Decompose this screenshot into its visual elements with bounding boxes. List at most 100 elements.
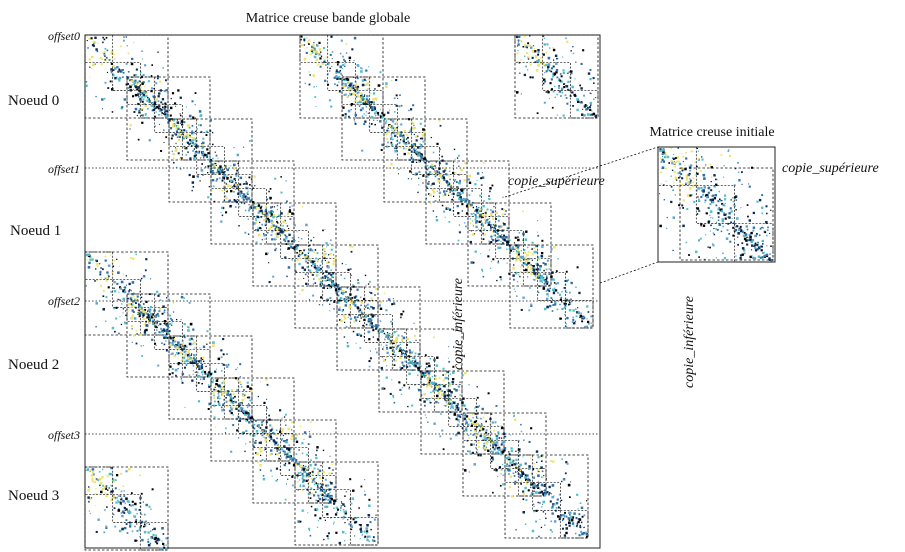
nonzero-dot (158, 324, 160, 326)
nonzero-dot (275, 434, 277, 436)
nonzero-dot (561, 290, 563, 293)
nonzero-dot (524, 238, 528, 241)
nonzero-dot (202, 137, 205, 140)
nonzero-dot (319, 269, 321, 271)
nonzero-dot (520, 266, 522, 268)
nonzero-dot (358, 311, 360, 313)
nonzero-dot (426, 164, 429, 167)
nonzero-dot (563, 534, 566, 537)
nonzero-dot (457, 407, 460, 409)
nonzero-dot (585, 533, 588, 536)
nonzero-dot (252, 223, 255, 225)
nonzero-dot (527, 69, 529, 71)
nonzero-dot (537, 53, 540, 56)
nonzero-dot (352, 330, 355, 333)
nonzero-dot (365, 111, 367, 113)
nonzero-dot (286, 453, 288, 455)
nonzero-dot (349, 83, 352, 86)
nonzero-dot (380, 115, 382, 117)
nonzero-dot (151, 109, 154, 112)
nonzero-dot (298, 293, 301, 295)
nonzero-dot (525, 65, 527, 68)
nonzero-dot (338, 81, 340, 83)
nonzero-dot (253, 455, 255, 457)
nonzero-dot (349, 85, 352, 88)
nonzero-dot (449, 183, 452, 186)
nonzero-dot (522, 492, 525, 495)
nonzero-dot (446, 388, 449, 391)
nonzero-dot (194, 152, 196, 154)
nonzero-dot (395, 104, 398, 107)
nonzero-dot (324, 277, 326, 279)
nonzero-dot (495, 239, 498, 242)
nonzero-dot (538, 285, 541, 288)
nonzero-dot (274, 249, 277, 252)
nonzero-dot (297, 489, 299, 491)
nonzero-dot (442, 374, 444, 376)
nonzero-dot (298, 241, 300, 242)
nonzero-dot (469, 419, 471, 421)
nonzero-dot (293, 460, 295, 462)
nonzero-dot (132, 300, 135, 303)
nonzero-dot (96, 262, 99, 266)
nonzero-dot (435, 161, 437, 163)
nonzero-dot (539, 518, 541, 520)
nonzero-dot (461, 210, 463, 212)
block-outline (336, 286, 421, 371)
nonzero-dot (235, 368, 237, 371)
nonzero-dot (452, 171, 455, 175)
nonzero-dot (366, 303, 369, 306)
nonzero-dot (540, 466, 543, 469)
nonzero-dot (141, 121, 144, 124)
nonzero-dot (507, 469, 511, 472)
nonzero-dot (209, 160, 212, 163)
nonzero-dot (333, 254, 335, 256)
nonzero-dot (541, 276, 544, 279)
nonzero-dot (235, 185, 238, 188)
nonzero-dot (174, 368, 178, 372)
nonzero-dot (571, 300, 573, 303)
nonzero-dot (539, 60, 542, 62)
nonzero-dot (239, 183, 242, 186)
nonzero-dot (183, 360, 186, 363)
nonzero-dot (106, 271, 109, 274)
nonzero-dot (140, 96, 143, 99)
nonzero-dot (258, 203, 260, 205)
nonzero-dot (153, 100, 156, 103)
nonzero-dot (473, 233, 476, 235)
nonzero-dot (116, 258, 118, 260)
nonzero-dot (348, 84, 350, 86)
nonzero-dot (570, 72, 573, 75)
nonzero-dot (150, 314, 153, 317)
nonzero-dot (110, 71, 113, 73)
nonzero-dot (131, 57, 134, 61)
nonzero-dot (326, 274, 328, 276)
nonzero-dot (553, 495, 555, 497)
nonzero-dot (148, 316, 151, 319)
nonzero-dot (102, 268, 104, 271)
nonzero-dot (369, 350, 371, 352)
nonzero-dot (529, 267, 533, 270)
nonzero-dot (217, 396, 220, 399)
nonzero-dot (551, 531, 553, 533)
nonzero-dot (555, 62, 558, 65)
nonzero-dot (386, 332, 389, 334)
nonzero-dot (248, 207, 251, 210)
nonzero-dot (353, 36, 357, 40)
nonzero-dot (530, 46, 533, 49)
nonzero-dot (535, 276, 538, 280)
nonzero-dot (390, 320, 393, 323)
nonzero-dot (162, 328, 165, 330)
nonzero-dot (537, 491, 540, 494)
nonzero-dot (469, 240, 472, 244)
nonzero-dot (317, 484, 319, 486)
nonzero-dot (487, 223, 490, 226)
nonzero-dot (310, 459, 312, 461)
nonzero-dot (532, 486, 536, 490)
nonzero-dot (497, 261, 500, 264)
nonzero-dot (241, 393, 245, 396)
nonzero-dot (165, 340, 167, 342)
nonzero-dot (183, 336, 186, 339)
nonzero-dot (516, 482, 519, 485)
nonzero-dot (495, 444, 498, 447)
